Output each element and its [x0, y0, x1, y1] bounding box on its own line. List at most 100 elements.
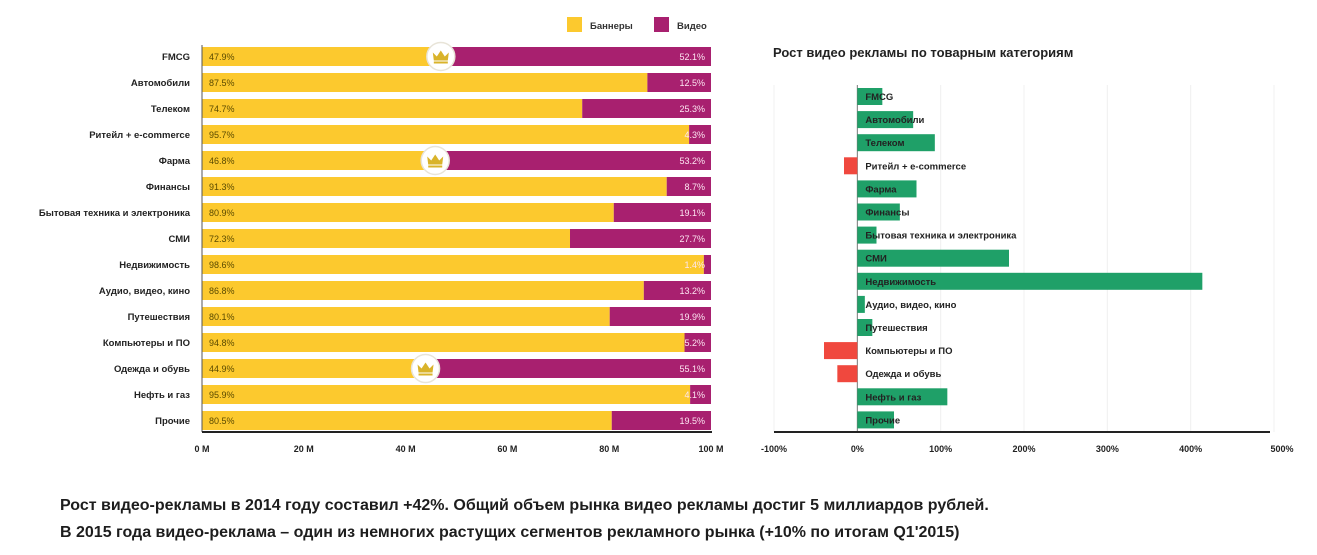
category-label: Фарма [865, 184, 897, 195]
bar-row: Путешествия 80.1% 19.9% [128, 307, 711, 326]
data-label-video: 25.3% [679, 104, 705, 114]
bar-video [689, 125, 711, 144]
category-label: СМИ [865, 254, 887, 265]
x-tick-label: -100% [761, 444, 787, 454]
crown-icon [420, 145, 450, 176]
stacked-bar-chart: Баннеры Видео FMCG 47.9% 52.1% Автомобили 87… [39, 17, 724, 454]
bar-banners [202, 333, 685, 352]
category-label: Телеком [865, 138, 904, 149]
data-label-banners: 95.9% [209, 390, 235, 400]
data-label-video: 19.5% [679, 416, 705, 426]
bar-video [647, 73, 711, 92]
category-label: Бытовая техника и электроника [865, 231, 1017, 242]
bar-row: СМИ 72.3% 27.7% [169, 229, 711, 248]
x-tick-label: 20 M [294, 444, 314, 454]
bar-row: Автомобили [857, 111, 925, 129]
category-label: Фарма [159, 156, 191, 167]
data-label-video: 4.3% [684, 130, 705, 140]
bar-positive [857, 411, 894, 429]
data-label-banners: 80.5% [209, 416, 235, 426]
category-label: Путешествия [865, 323, 927, 334]
footer-note: Рост видео-рекламы в 2014 году составил … [60, 492, 989, 546]
bar-positive [857, 111, 914, 129]
bar-banners [202, 229, 571, 248]
bar-video [703, 255, 711, 274]
bar-positive [857, 295, 865, 313]
data-label-banners: 46.8% [209, 156, 235, 166]
bar-row: Бытовая техника и электроника [857, 226, 1017, 244]
data-label-banners: 74.7% [209, 104, 235, 114]
bar-row: Ритейл + e-commerce 95.7% 4.3% [89, 125, 711, 144]
data-label-video: 8.7% [684, 182, 705, 192]
bar-positive [857, 249, 1009, 267]
bar-banners [202, 203, 614, 222]
category-label: FMCG [162, 52, 190, 63]
category-label: Финансы [865, 208, 909, 219]
category-label: Недвижимость [119, 260, 190, 271]
bar-banners [202, 151, 441, 170]
bar-row: Нефть и газ [857, 388, 948, 406]
data-label-banners: 98.6% [209, 260, 235, 270]
bar-video [582, 99, 711, 118]
bar-positive [857, 134, 935, 152]
bar-row: Финансы [857, 203, 909, 221]
chart-title: Рост видео рекламы по товарным категория… [773, 45, 1073, 60]
bar-banners [202, 385, 691, 404]
category-label: Нефть и газ [134, 390, 190, 401]
bar-video [570, 229, 711, 248]
bar-row: Недвижимость [857, 272, 1203, 290]
bar-row: Аудио, видео, кино 86.8% 13.2% [99, 281, 711, 300]
legend-swatch-banners [567, 17, 582, 32]
data-label-video: 12.5% [679, 78, 705, 88]
category-label: Путешествия [128, 312, 190, 323]
legend-swatch-video [654, 17, 669, 32]
bar-video [690, 385, 711, 404]
x-tick-label: 400% [1179, 444, 1202, 454]
bar-banners [202, 255, 704, 274]
bar-video [611, 411, 711, 430]
category-label: Бытовая техника и электроника [39, 208, 191, 219]
bar-banners [202, 125, 690, 144]
bar-video [445, 47, 711, 66]
x-tick-label: 60 M [497, 444, 517, 454]
bar-banners [202, 99, 583, 118]
data-label-banners: 91.3% [209, 182, 235, 192]
data-label-video: 53.2% [679, 156, 705, 166]
bar-positive [857, 272, 1203, 290]
data-label-banners: 87.5% [209, 78, 235, 88]
bar-row: Ритейл + e-commerce [844, 157, 966, 175]
bar-positive [857, 319, 873, 336]
data-label-banners: 47.9% [209, 52, 235, 62]
data-label-banners: 94.8% [209, 338, 235, 348]
category-label: Аудио, видео, кино [865, 300, 956, 311]
category-label: Недвижимость [865, 277, 936, 288]
category-label: Нефть и газ [865, 392, 921, 403]
crown-icon [410, 353, 441, 384]
category-label: Ритейл + e-commerce [865, 161, 966, 172]
bar-positive [857, 203, 900, 221]
bar-row: Прочие [857, 411, 900, 429]
category-label: Автомобили [865, 115, 924, 126]
bar-banners [202, 411, 612, 430]
bar-banners [202, 281, 644, 300]
category-label: FMCG [865, 92, 893, 103]
bar-positive [857, 226, 877, 244]
bar-video [440, 151, 711, 170]
bar-row: СМИ [857, 249, 1009, 267]
data-label-banners: 80.1% [209, 312, 235, 322]
bar-row: Телеком [857, 134, 935, 152]
bar-row: Недвижимость 98.6% 1.4% [119, 255, 711, 274]
bar-banners [202, 73, 648, 92]
crown-icon [426, 41, 456, 72]
bar-video [613, 203, 711, 222]
bar-row: Бытовая техника и электроника 80.9% 19.1% [39, 203, 711, 222]
data-label-video: 1.4% [684, 260, 705, 270]
data-label-video: 5.2% [684, 338, 705, 348]
bar-row: Аудио, видео, кино [857, 295, 957, 313]
legend: Баннеры Видео [567, 17, 707, 32]
bar-row: Компьютеры и ПО [824, 342, 952, 360]
bar-row: FMCG 47.9% 52.1% [162, 47, 711, 66]
data-label-video: 52.1% [679, 52, 705, 62]
bar-video [666, 177, 711, 196]
data-label-video: 27.7% [679, 234, 705, 244]
